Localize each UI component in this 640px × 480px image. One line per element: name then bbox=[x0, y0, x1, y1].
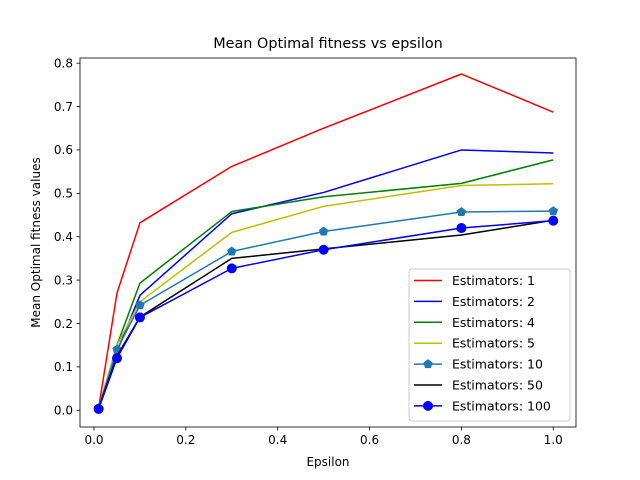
data-point-6-2 bbox=[134, 312, 145, 323]
legend-label-6: Estimators: 100 bbox=[452, 398, 551, 413]
series-line-0 bbox=[97, 73, 554, 409]
legend-label-4: Estimators: 10 bbox=[452, 357, 543, 372]
x-tick-label-3: 0.6 bbox=[360, 433, 379, 447]
y-tick-label-5: 0.5 bbox=[54, 187, 73, 201]
x-tick-label-1: 0.2 bbox=[176, 433, 195, 447]
x-tick-label-2: 0.4 bbox=[268, 433, 287, 447]
x-axis-label: Epsilon bbox=[306, 455, 349, 469]
data-point-4-4 bbox=[318, 226, 329, 236]
y-tick-label-4: 0.4 bbox=[54, 230, 73, 244]
series-0 bbox=[97, 73, 554, 409]
plot-frame bbox=[79, 57, 577, 428]
legend-entry-6: Estimators: 100 bbox=[414, 398, 551, 413]
legend-marker-6 bbox=[423, 400, 433, 411]
legend-entry-3: Estimators: 5 bbox=[414, 336, 535, 351]
data-point-6-3 bbox=[226, 263, 237, 274]
y-tick-label-3: 0.3 bbox=[54, 273, 73, 287]
legend-label-2: Estimators: 4 bbox=[452, 315, 535, 330]
axes-layer: 0.0 0.2 0.4 0.6 0.8 1.0 0.0 0.1 0.2 0.3 0.4 0.5 0.6 0… bbox=[54, 56, 577, 447]
data-point-4-1 bbox=[112, 344, 122, 354]
data-point-4-5 bbox=[456, 207, 467, 216]
x-tick-label-0: 0.0 bbox=[84, 433, 103, 447]
y-axis-label: Mean Optimal fitness values bbox=[29, 157, 43, 327]
x-tick-label-5: 1.0 bbox=[544, 433, 563, 447]
data-point-6-0 bbox=[93, 403, 104, 414]
data-point-6-1 bbox=[111, 353, 122, 364]
series-6 bbox=[93, 215, 559, 414]
y-tick-label-6: 0.6 bbox=[54, 143, 73, 157]
chart-title: Mean Optimal fitness vs epsilon bbox=[213, 36, 443, 52]
data-point-6-5 bbox=[456, 223, 467, 234]
legend-label-5: Estimators: 50 bbox=[452, 378, 543, 393]
y-tick-label-1: 0.1 bbox=[54, 360, 73, 374]
legend-label-0: Estimators: 1 bbox=[452, 273, 535, 288]
data-point-6-6 bbox=[548, 215, 559, 226]
legend-entry-1: Estimators: 2 bbox=[414, 294, 535, 309]
legend-box bbox=[408, 268, 571, 422]
legend-entry-5: Estimators: 50 bbox=[414, 378, 543, 393]
y-tick-label-8: 0.8 bbox=[54, 56, 73, 70]
legend-entry-0: Estimators: 1 bbox=[414, 273, 535, 288]
legend: Estimators: 1 Estimators: 2 Estimators: 4 E… bbox=[408, 268, 571, 422]
data-point-6-4 bbox=[318, 244, 329, 255]
x-tick-label-4: 0.8 bbox=[452, 433, 471, 447]
y-tick-label-0: 0.0 bbox=[54, 404, 73, 418]
legend-marker-4 bbox=[423, 359, 433, 369]
legend-label-3: Estimators: 5 bbox=[452, 336, 535, 351]
y-tick-label-7: 0.7 bbox=[54, 100, 73, 114]
data-point-4-2 bbox=[135, 300, 145, 310]
legend-label-1: Estimators: 2 bbox=[452, 294, 535, 309]
y-tick-label-2: 0.2 bbox=[54, 317, 73, 331]
data-point-4-6 bbox=[548, 206, 558, 216]
data-point-4-3 bbox=[227, 246, 237, 256]
series-layer bbox=[93, 73, 559, 414]
legend-entry-2: Estimators: 4 bbox=[414, 315, 535, 330]
legend-entry-4: Estimators: 10 bbox=[414, 357, 543, 372]
